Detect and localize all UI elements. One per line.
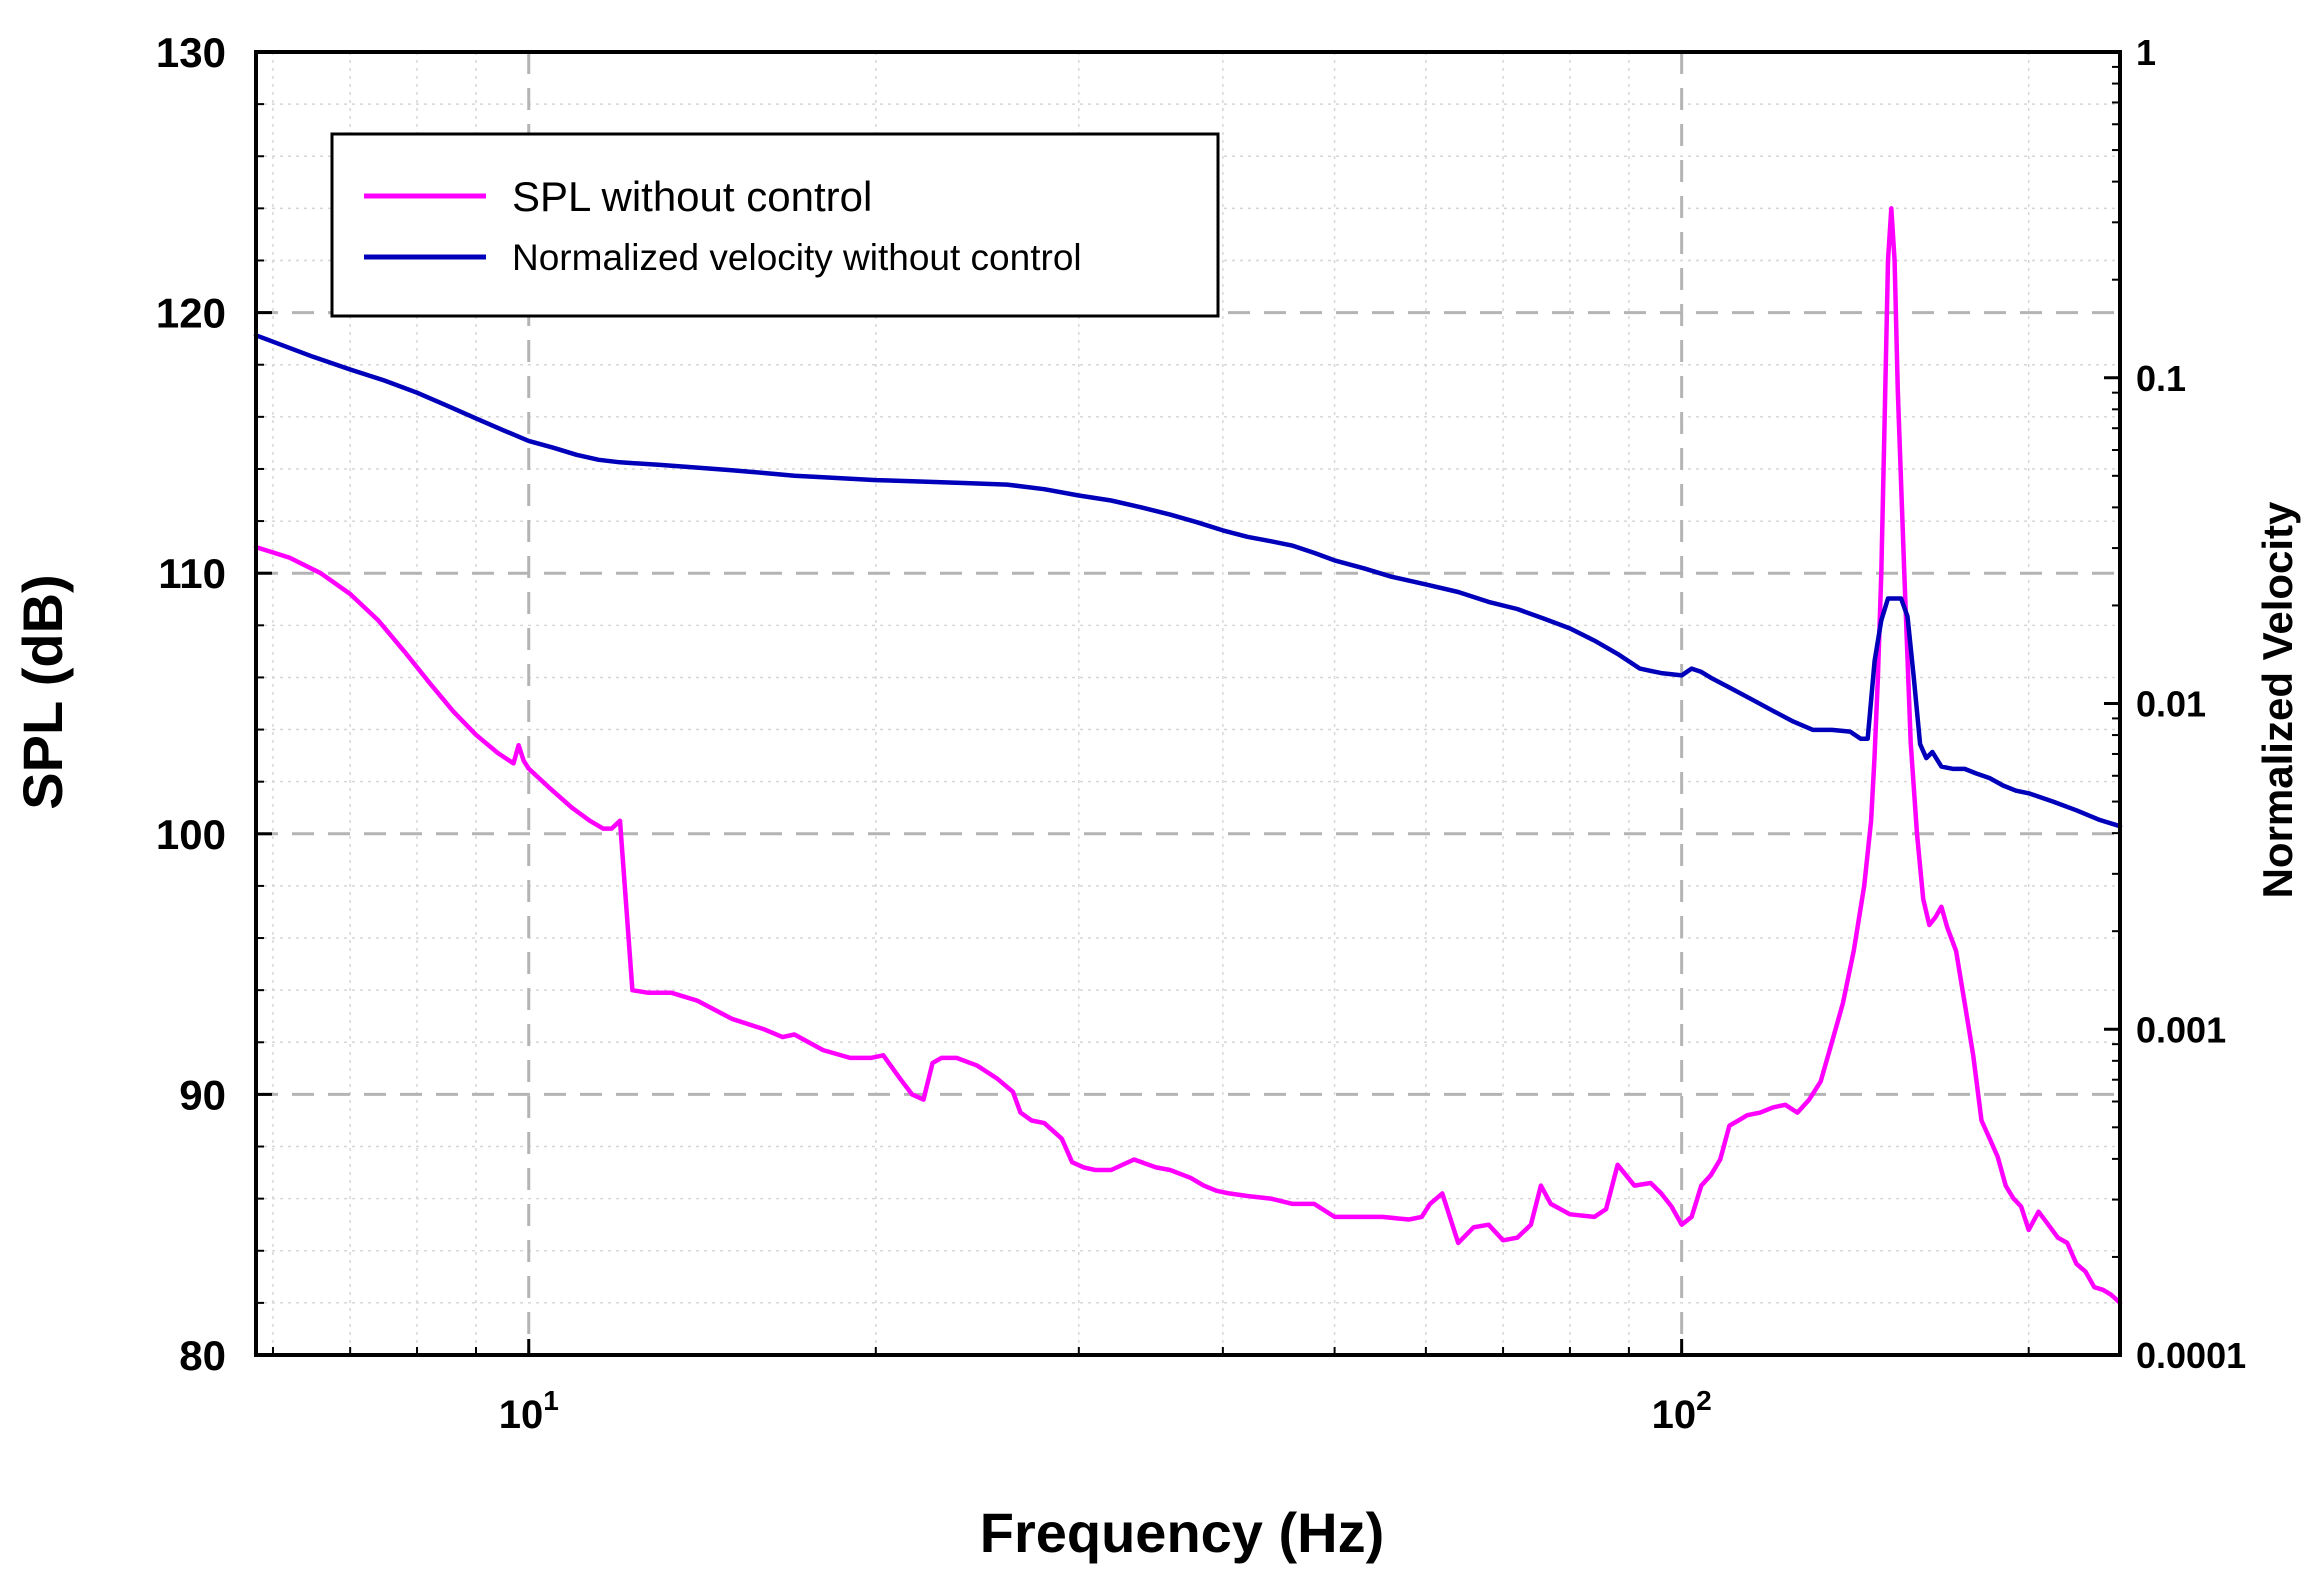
left-tick-label: 80 bbox=[179, 1332, 226, 1379]
x-tick-label: 102 bbox=[1652, 1385, 1712, 1437]
tick-labels: 101 102 80 90 100 110 120 130 0.0001 0.001 0.01 0.1… bbox=[156, 29, 2246, 1437]
x-axis-title: Frequency (Hz) bbox=[980, 1501, 1385, 1564]
right-tick-label: 1 bbox=[2136, 32, 2156, 73]
tick-marks bbox=[256, 50, 2120, 1357]
right-tick-label: 0.01 bbox=[2136, 684, 2206, 725]
legend-label-spl: SPL without control bbox=[512, 173, 872, 220]
left-y-axis-title: SPL (dB) bbox=[11, 574, 74, 809]
right-tick-label: 0.1 bbox=[2136, 358, 2186, 399]
series-line-velocity bbox=[253, 333, 2123, 829]
legend-box bbox=[330, 132, 1220, 318]
right-tick-label: 0.001 bbox=[2136, 1009, 2226, 1050]
x-tick-label: 101 bbox=[499, 1385, 559, 1437]
right-tick-label: 0.0001 bbox=[2136, 1335, 2246, 1376]
legend-label-velocity: Normalized velocity without control bbox=[512, 237, 1082, 278]
left-tick-label: 110 bbox=[158, 550, 226, 597]
right-y-axis-title: Normalized Velocity bbox=[2254, 501, 2301, 898]
legend: SPL without control Normalized velocity … bbox=[330, 132, 1220, 318]
series-layer bbox=[253, 206, 2123, 1306]
left-tick-label: 120 bbox=[156, 290, 226, 337]
left-tick-label: 90 bbox=[179, 1071, 226, 1118]
left-tick-label: 130 bbox=[156, 29, 226, 76]
left-tick-label: 100 bbox=[156, 811, 226, 858]
series-line-spl bbox=[253, 206, 2123, 1306]
